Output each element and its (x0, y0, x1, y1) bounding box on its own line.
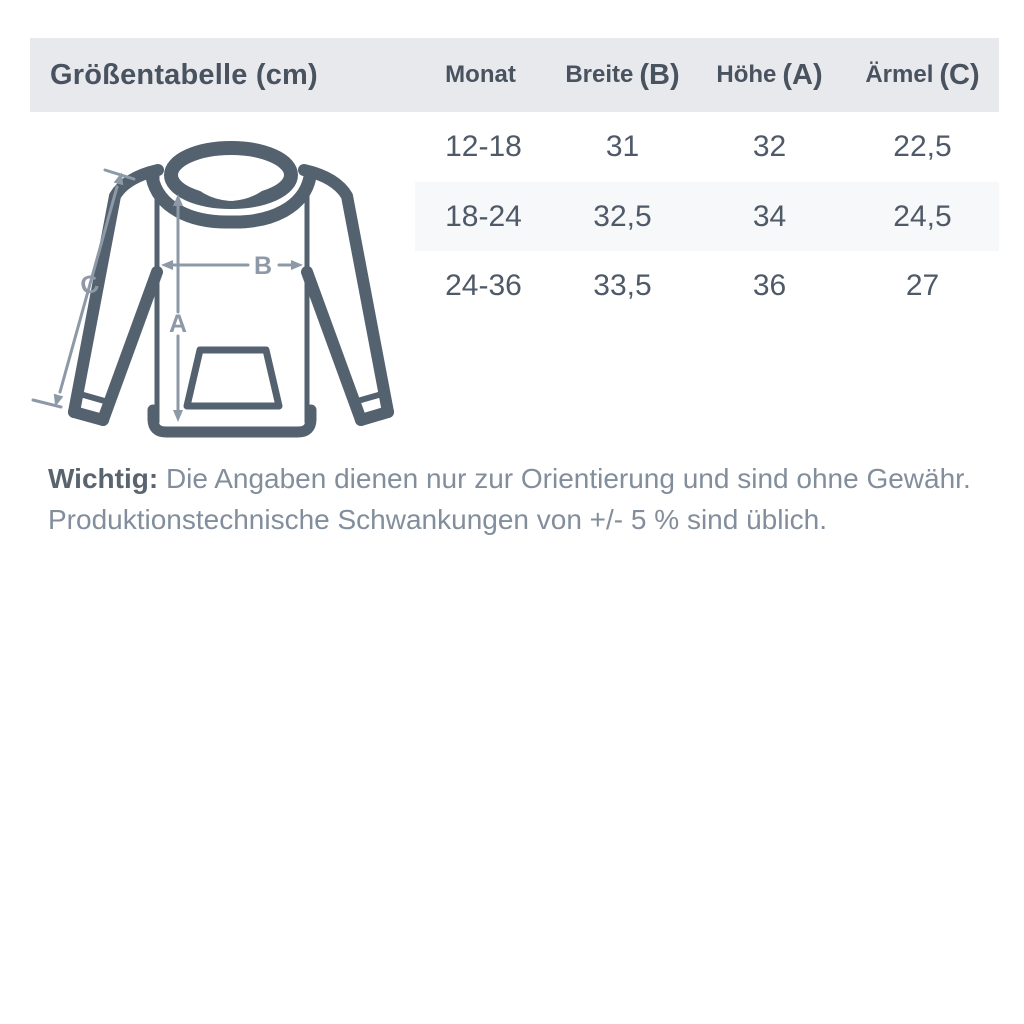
cell-monat: 18-24 (445, 199, 522, 233)
arrowhead-down-icon (173, 410, 183, 422)
hood-crescent-right (229, 171, 278, 201)
cell-breite: 33,5 (593, 269, 652, 302)
table-row: 24-36 33,5 36 27 (415, 251, 999, 321)
cell-aermel: 27 (905, 269, 940, 302)
hood-crescent-left (184, 171, 233, 201)
cell-hoehe: 36 (752, 269, 787, 302)
table-row: 18-24 32,5 34 24,5 (415, 182, 999, 251)
disclaimer-line-1: Wichtig: Die Angaben dienen nur zur Orie… (48, 463, 971, 494)
column-header-hoehe: Höhe (A) (716, 58, 823, 91)
kangaroo-pocket (183, 346, 283, 410)
column-header-breite: Breite (B) (565, 58, 680, 91)
hood-lower-band (145, 170, 317, 229)
cell-aermel: 22,5 (893, 130, 952, 163)
disclaimer-note: Wichtig: Die Angaben dienen nur zur Orie… (48, 458, 978, 540)
cell-aermel: 24,5 (893, 199, 952, 233)
cell-breite: 31 (605, 130, 640, 163)
cell-breite: 32,5 (593, 199, 652, 233)
arrowhead-up-icon (173, 194, 183, 206)
page-title: Größentabelle (cm) (50, 58, 318, 91)
size-chart-header-band: Größentabelle (cm) (30, 38, 999, 112)
cuff-right-end (355, 406, 394, 426)
measure-label-b: B (254, 252, 272, 280)
column-header-aermel: Ärmel (C) (865, 58, 980, 91)
disclaimer-important-label: Wichtig: (48, 463, 159, 494)
measure-c-line (58, 185, 119, 394)
cuff-left-line (77, 391, 111, 405)
hoodie-measurement-diagram: A B C (31, 141, 394, 438)
arrowhead-left-icon (161, 260, 173, 270)
cell-hoehe: 32 (752, 130, 787, 163)
disclaimer-line-2: Produktionstechnische Schwankungen von +… (48, 504, 828, 535)
sleeve-right-inner (301, 266, 367, 426)
table-header-row: Monat Breite (B) Höhe (A) Ärmel (C) (415, 38, 999, 112)
cuff-right-line (351, 391, 385, 405)
hood-drawstring-ring (164, 141, 298, 209)
sleeve-right-outer (298, 164, 394, 418)
measure-c-tick-bottom (31, 398, 63, 409)
measure-label-a: A (169, 310, 187, 338)
arrowhead-lower-icon (53, 393, 64, 407)
body-hem (147, 404, 317, 438)
table-row: 12-18 31 32 22,5 (415, 112, 999, 182)
cell-monat: 24-36 (445, 269, 522, 302)
sleeve-left-inner (97, 266, 163, 426)
measure-c-tick-top (103, 168, 136, 181)
cuff-left-end (68, 406, 109, 426)
arrowhead-right-icon (291, 260, 303, 270)
cell-monat: 12-18 (445, 130, 522, 163)
cell-hoehe: 34 (752, 199, 787, 233)
column-header-monat: Monat (445, 61, 516, 88)
